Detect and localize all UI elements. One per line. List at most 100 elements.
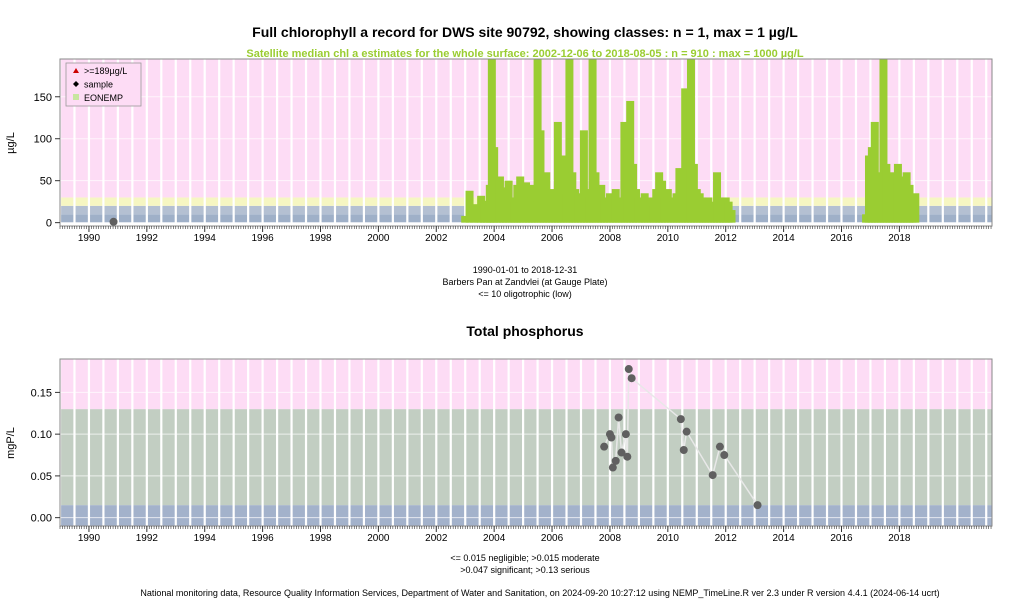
x-tick-label: 1992 (136, 233, 159, 244)
eonemp-bar (490, 147, 499, 223)
x-tick-label: 2004 (483, 233, 506, 244)
data-point (621, 430, 630, 439)
x-tick-label: 2000 (367, 533, 390, 544)
eonemp-bar (681, 88, 690, 223)
data-point (627, 374, 636, 383)
class-band (60, 359, 992, 410)
x-tick-label: 2016 (830, 533, 853, 544)
x-tick-label: 1994 (194, 533, 217, 544)
x-tick-label: 2008 (599, 533, 622, 544)
x-tick-label: 1992 (136, 533, 159, 544)
legend-triangle-icon (73, 68, 79, 73)
eonemp-bar (911, 193, 920, 223)
data-point (753, 501, 762, 510)
data-point (617, 448, 626, 457)
data-point (682, 427, 691, 436)
x-tick-label: 1998 (309, 233, 332, 244)
y-tick-label: 150 (34, 92, 52, 104)
eonemp-bar (461, 215, 470, 223)
chart2-plot-frame (59, 358, 993, 527)
data-point (679, 446, 688, 455)
x-tick-label: 1994 (194, 233, 217, 244)
data-point (715, 442, 724, 451)
eonemp-bar (579, 130, 588, 223)
chart1-x-axis: 1990 1992 1994 1996 1998 2000 2002 2004 2006 2008… (59, 226, 992, 244)
data-point (614, 413, 623, 422)
x-tick-label: 2000 (367, 233, 390, 244)
legend-square-icon (73, 94, 79, 100)
chart1-footer-line-2: Barbers Pan at Zandvlei (at Gauge Plate) (442, 277, 607, 287)
data-point (607, 433, 616, 442)
x-tick-label: 2018 (888, 533, 911, 544)
chart1-footer-line-1: 1990-01-01 to 2018-12-31 (473, 265, 578, 275)
chart1-y-label: µg/L (5, 132, 17, 154)
eonemp-bar (559, 155, 568, 223)
chart2-class-bands (60, 359, 992, 526)
eonemp-bar (686, 59, 695, 223)
class-band (60, 59, 992, 198)
chart1-legend: >=189µg/L sample EONEMP (65, 62, 142, 107)
x-tick-label: 2012 (715, 533, 738, 544)
chart1-y-axis: 0 50 100 150 (34, 92, 60, 230)
eonemp-bar (465, 190, 474, 223)
chart1-title: Full chlorophyll a record for DWS site 9… (252, 24, 798, 40)
x-tick-label: 2018 (888, 233, 911, 244)
eonemp-bar (626, 100, 635, 223)
x-tick-label: 2008 (599, 233, 622, 244)
x-tick-label: 2010 (657, 533, 680, 544)
data-point (608, 463, 617, 472)
chart2-gridlines (58, 359, 992, 526)
y-tick-label: 50 (40, 176, 52, 188)
chart2-y-label: mgP/L (5, 427, 17, 459)
chart2-title: Total phosphorus (466, 323, 583, 339)
legend-diamond-icon (73, 81, 79, 87)
data-point (720, 451, 729, 460)
x-tick-label: 2002 (425, 533, 448, 544)
chart1-footer-line-3: <= 10 oligotrophic (low) (478, 289, 572, 299)
legend-label-eonemp: EONEMP (84, 93, 123, 103)
x-tick-label: 1990 (78, 233, 101, 244)
eonemp-bar (879, 59, 888, 223)
x-tick-label: 2006 (541, 533, 564, 544)
eonemp-bar (675, 168, 684, 223)
class-band (60, 409, 992, 506)
page-footer: National monitoring data, Resource Quali… (140, 588, 939, 598)
x-tick-label: 2006 (541, 233, 564, 244)
y-tick-label: 0 (46, 218, 52, 230)
legend-label-sample: sample (84, 80, 113, 90)
data-point (708, 471, 717, 480)
chart2-footer-line-1: <= 0.015 negligible; >0.015 moderate (450, 553, 599, 563)
eonemp-bar (487, 59, 496, 223)
x-tick-label: 2012 (715, 233, 738, 244)
x-tick-label: 1996 (251, 233, 274, 244)
eonemp-bar (588, 59, 597, 223)
legend-label-high: >=189µg/L (84, 66, 127, 76)
chart2-series (600, 365, 762, 510)
class-band (60, 505, 992, 526)
chart1-subtitle: Satellite median chl a estimates for the… (246, 48, 803, 60)
eonemp-bar (553, 121, 562, 223)
x-tick-label: 2014 (772, 233, 795, 244)
eonemp-bar (536, 130, 545, 223)
data-point (676, 415, 685, 424)
data-point (623, 452, 632, 461)
chart1-series (109, 59, 920, 226)
chart2-x-axis: 1990 1992 1994 1996 1998 2000 2002 2004 2006 2008… (59, 526, 992, 544)
x-tick-label: 2002 (425, 233, 448, 244)
sample-point (109, 217, 118, 226)
x-tick-label: 1996 (251, 533, 274, 544)
x-tick-label: 2014 (772, 533, 795, 544)
y-tick-label: 0.00 (31, 513, 52, 525)
chart2-footer-line-2: >0.047 significant; >0.13 serious (460, 565, 590, 575)
chart2-y-axis: 0.00 0.05 0.10 0.15 (31, 387, 60, 525)
x-tick-label: 2004 (483, 533, 506, 544)
y-tick-label: 0.10 (31, 429, 52, 441)
eonemp-bar (469, 204, 478, 223)
eonemp-bar (480, 200, 489, 223)
y-tick-label: 0.15 (31, 387, 52, 399)
y-tick-label: 0.05 (31, 471, 52, 483)
eonemp-bar (565, 59, 574, 223)
eonemp-bar (727, 210, 736, 223)
